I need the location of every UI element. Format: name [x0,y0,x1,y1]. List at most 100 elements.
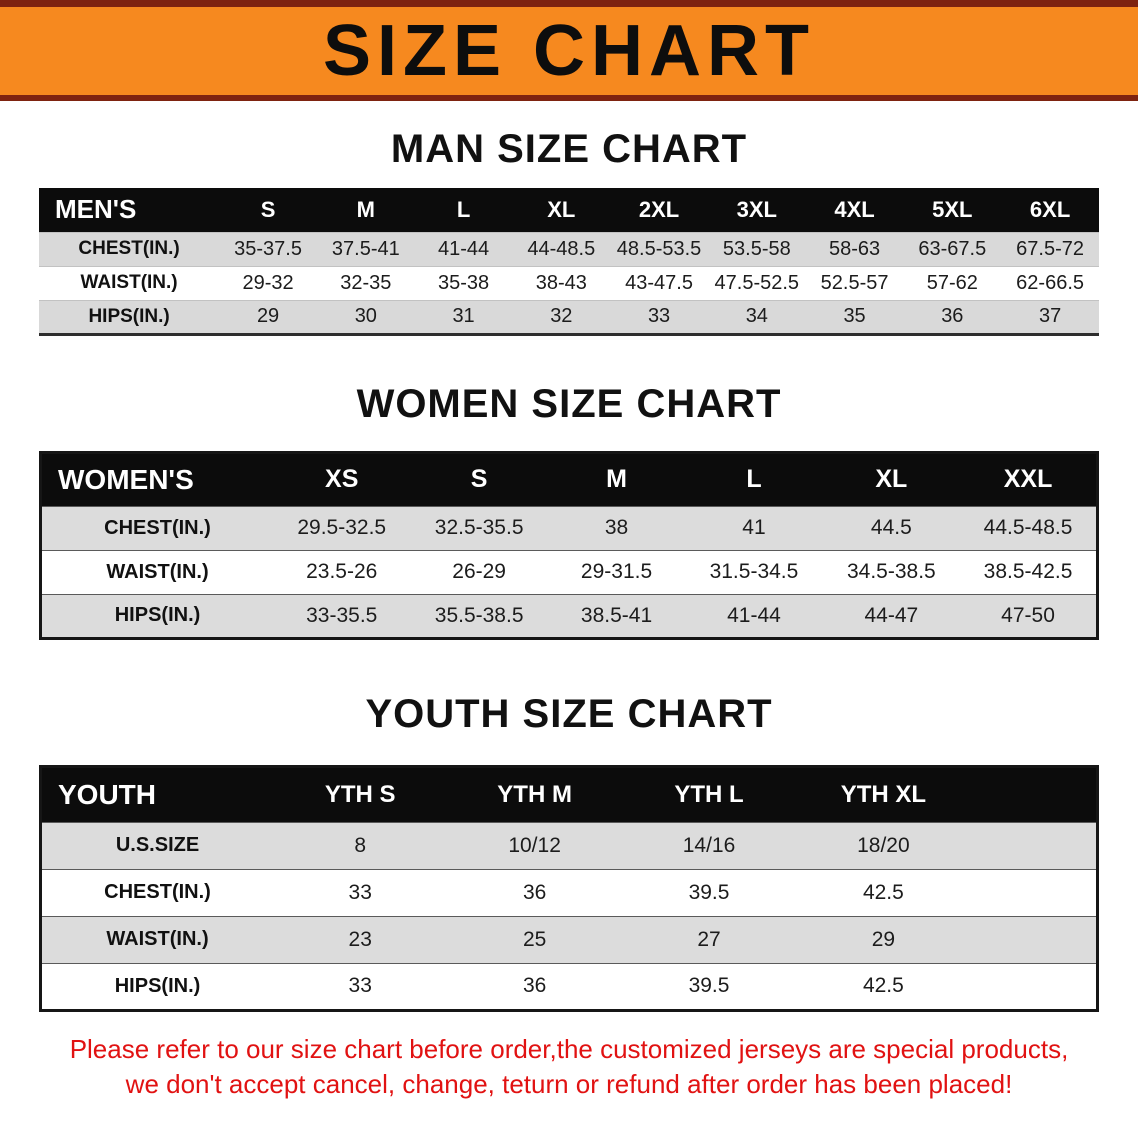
spacer-cell [971,963,1098,1010]
size-value-cell: 52.5-57 [820,271,889,294]
table-corner-label: MEN'S [55,194,137,225]
size-column-header: YTH XL [840,780,927,808]
size-value-cell: 36 [522,880,547,904]
size-value-cell: 38.5-41 [580,603,653,627]
size-value-cell: 26-29 [452,560,506,583]
row-label: CHEST(IN.) [104,516,211,539]
size-value-cell: 38-43 [535,271,587,294]
size-value-cell: 14/16 [682,833,736,857]
size-column-header: XS [325,465,359,493]
size-value-cell: 42.5 [862,880,904,904]
size-value-cell: 58-63 [828,237,881,260]
size-value-cell: 37 [1038,305,1062,327]
spacer-cell [971,916,1098,963]
row-label: CHEST(IN.) [104,881,211,903]
table-row: HIPS(IN.) 29 30 31 32 33 34 35 36 37 [39,300,1099,334]
table-row: HIPS(IN.) 33-35.5 35.5-38.5 38.5-41 41-44 44-… [40,594,1098,638]
men-size-table: MEN'S S M L XL 2XL 3XL 4XL 5XL 6XL CHEST(IN.) 35-37… [39,188,1099,336]
table-corner-label: WOMEN'S [58,463,194,495]
women-size-table: WOMEN'S XS S M L XL XXL CHEST(IN.) 29.5-32.5 32.5… [39,450,1099,640]
size-column-header: YTH S [324,780,396,808]
disclaimer: Please refer to our size chart before or… [0,1032,1138,1102]
row-label: WAIST(IN.) [80,272,178,293]
size-value-cell: 29-31.5 [580,560,653,583]
size-column-header: XL [875,465,908,493]
size-value-cell: 39.5 [688,974,730,997]
size-value-cell: 34.5-38.5 [846,560,936,583]
size-value-cell: 63-67.5 [918,237,987,260]
size-value-cell: 44-47 [864,603,919,627]
size-column-header: YTH M [497,780,572,808]
size-column-header: YTH L [674,780,744,808]
size-value-cell: 33-35.5 [306,603,378,627]
spacer-cell [971,766,1098,822]
size-value-cell: 18/20 [857,833,910,857]
size-value-cell: 35.5-38.5 [434,603,524,627]
size-value-cell: 10/12 [508,833,561,857]
youth-size-table: YOUTH YTH S YTH M YTH L YTH XL U.S.SIZE 8 10/12… [39,764,1099,1012]
size-column-header: L [456,196,471,222]
size-value-cell: 29-32 [242,271,294,294]
size-value-cell: 29.5-32.5 [297,516,387,539]
size-value-cell: 23.5-26 [306,560,378,583]
banner-title: SIZE CHART [323,11,815,91]
size-value-cell: 62-66.5 [1016,271,1085,294]
table-row: CHEST(IN.) 29.5-32.5 32.5-35.5 38 41 44.5 44.5… [40,506,1098,550]
size-value-cell: 31 [452,305,475,327]
size-value-cell: 38.5-42.5 [983,560,1073,583]
section-women: WOMEN SIZE CHART WOMEN'S XS S M L XL XXL CHEST(… [0,382,1138,640]
size-column-header: S [470,465,488,493]
size-column-header: 6XL [1029,196,1071,222]
men-section-heading: MAN SIZE CHART [390,127,748,171]
section-men: MAN SIZE CHART MEN'S S M L XL 2XL 3XL 4XL 5XL 6XL… [0,127,1138,336]
size-value-cell: 33 [348,974,372,997]
row-label: WAIST(IN.) [106,928,209,950]
size-value-cell: 48.5-53.5 [616,237,702,260]
row-label: HIPS(IN.) [114,604,201,626]
size-value-cell: 53.5-58 [722,237,791,260]
size-value-cell: 32-35 [340,271,392,294]
table-row: CHEST(IN.) 35-37.5 37.5-41 41-44 44-48.5 48.5… [39,232,1099,266]
spacer-cell [971,822,1098,869]
size-value-cell: 38 [604,516,629,539]
size-value-cell: 44-48.5 [527,237,596,260]
size-column-header: M [606,465,627,493]
size-value-cell: 35-37.5 [234,237,302,260]
size-value-cell: 23 [348,927,372,951]
size-column-header: M [356,196,375,222]
size-value-cell: 47.5-52.5 [714,271,800,294]
size-value-cell: 43-47.5 [625,271,693,294]
row-label: U.S.SIZE [115,834,200,856]
size-value-cell: 37.5-41 [331,237,400,260]
size-value-cell: 57-62 [926,271,978,294]
size-column-header: 3XL [736,196,777,222]
table-row: HIPS(IN.) 33 36 39.5 42.5 [40,963,1098,1010]
size-value-cell: 67.5-72 [1016,237,1085,260]
youth-section-heading: YOUTH SIZE CHART [365,691,773,736]
size-chart-page: SIZE CHART MAN SIZE CHART MEN'S S M L XL 2XL 3… [0,0,1138,1102]
size-value-cell: 44.5 [870,516,912,539]
size-value-cell: 8 [354,833,367,857]
row-label: CHEST(IN.) [78,238,180,259]
size-value-cell: 47-50 [1001,603,1055,627]
row-label: HIPS(IN.) [114,974,201,997]
size-value-cell: 34 [745,305,768,327]
size-value-cell: 32.5-35.5 [434,516,524,539]
disclaimer-line-1: Please refer to our size chart before or… [69,1033,1069,1064]
section-youth: YOUTH SIZE CHART YOUTH YTH S YTH M YTH L YTH… [0,692,1138,1012]
size-value-cell: 35-38 [437,271,490,294]
size-value-cell: 29 [256,305,280,327]
size-value-cell: 30 [354,305,377,327]
size-value-cell: 36 [522,974,547,997]
table-row: WAIST(IN.) 23 25 27 29 [40,916,1098,963]
size-value-cell: 25 [522,927,547,951]
table-row: WAIST(IN.) 23.5-26 26-29 29-31.5 31.5-34.5 34… [40,550,1098,594]
size-value-cell: 41-44 [437,237,490,260]
size-value-cell: 44.5-48.5 [983,516,1073,539]
table-corner-label: YOUTH [58,778,156,810]
size-value-cell: 33 [348,880,372,904]
size-value-cell: 36 [941,305,964,327]
header-row: WOMEN'S XS S M L XL XXL [40,452,1098,506]
size-column-header: S [260,196,276,222]
disclaimer-line-2: we don't accept cancel, change, teturn o… [125,1068,1013,1099]
